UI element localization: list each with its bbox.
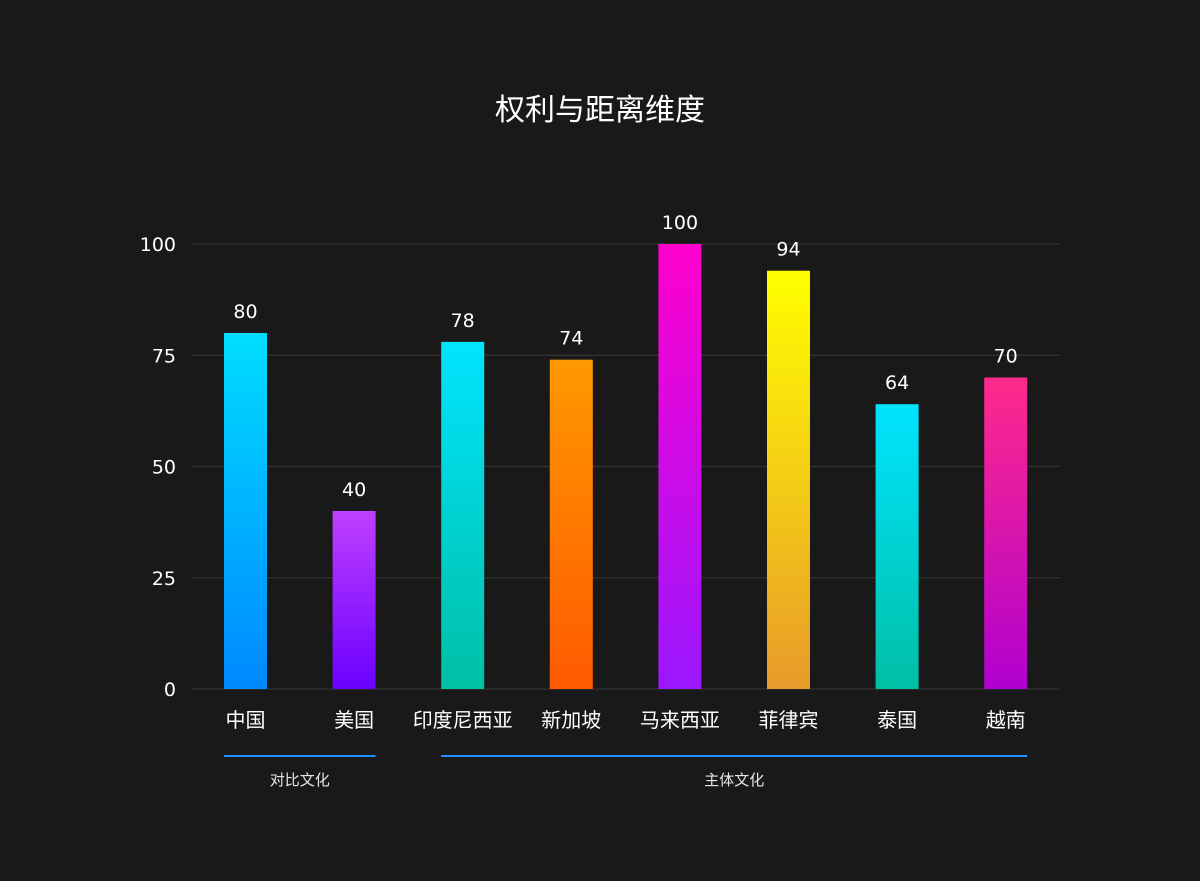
bar[interactable] — [875, 404, 919, 689]
data-label: 78 — [451, 310, 475, 332]
bar[interactable] — [332, 511, 376, 689]
x-tick-label: 美国 — [334, 708, 374, 732]
bars — [224, 244, 1028, 690]
y-tick-label: 50 — [152, 457, 176, 479]
gridlines — [192, 243, 1060, 690]
bar[interactable] — [224, 333, 267, 689]
data-label: 70 — [994, 346, 1018, 368]
bar[interactable] — [658, 244, 702, 689]
y-tick-label: 25 — [152, 568, 176, 590]
x-tick-label: 印度尼西亚 — [413, 708, 513, 732]
y-tick-label: 100 — [140, 234, 176, 256]
category-groups: 对比文化 主体文化 — [224, 755, 1028, 789]
labels: 0 25 50 75 100 80 中国 40 美国 78 印度尼西亚 74 新加坡 100 马来西亚 94 菲… — [140, 212, 1026, 732]
bar[interactable] — [984, 377, 1028, 690]
x-tick-label: 新加坡 — [541, 708, 601, 732]
chart-title: 权利与距离维度 — [495, 93, 705, 128]
group-label: 主体文化 — [704, 771, 764, 789]
bar[interactable] — [549, 359, 593, 689]
y-tick-label: 75 — [152, 345, 176, 367]
data-label: 74 — [559, 328, 583, 350]
group-label: 对比文化 — [270, 771, 330, 789]
data-label: 100 — [662, 212, 698, 234]
data-label: 94 — [776, 239, 800, 261]
y-tick-label: 0 — [164, 679, 176, 701]
x-tick-label: 菲律宾 — [759, 708, 819, 732]
bar[interactable] — [767, 270, 810, 689]
data-label: 64 — [885, 372, 909, 394]
x-tick-label: 马来西亚 — [640, 708, 720, 732]
x-tick-label: 中国 — [226, 708, 266, 732]
data-label: 80 — [233, 301, 257, 323]
data-label: 40 — [342, 479, 366, 501]
x-tick-label: 越南 — [986, 708, 1026, 732]
x-tick-label: 泰国 — [877, 708, 917, 732]
bar[interactable] — [441, 341, 485, 689]
